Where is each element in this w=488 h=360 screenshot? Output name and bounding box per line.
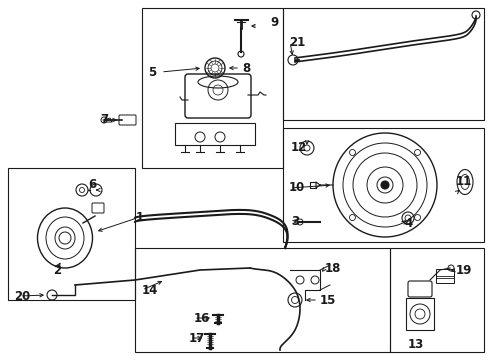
Text: 3: 3 <box>290 216 299 229</box>
Bar <box>135 248 389 352</box>
Text: 20: 20 <box>14 289 30 302</box>
Text: 4: 4 <box>403 217 411 230</box>
Text: 15: 15 <box>319 293 336 306</box>
Text: 7: 7 <box>100 113 108 126</box>
FancyBboxPatch shape <box>119 115 136 125</box>
Text: 11: 11 <box>455 175 471 189</box>
Text: 8: 8 <box>242 62 250 75</box>
Bar <box>435 269 453 283</box>
Bar <box>8 168 135 300</box>
Text: 10: 10 <box>288 181 305 194</box>
Text: 16: 16 <box>194 311 210 324</box>
Circle shape <box>380 181 388 189</box>
Text: 13: 13 <box>407 338 424 351</box>
Bar <box>142 8 283 168</box>
Text: 21: 21 <box>288 36 305 49</box>
Text: 9: 9 <box>269 15 278 28</box>
Text: 5: 5 <box>148 66 156 78</box>
Text: 17: 17 <box>189 332 205 345</box>
Text: 14: 14 <box>142 284 158 297</box>
Bar <box>405 298 433 330</box>
Bar <box>389 248 483 352</box>
Text: 6: 6 <box>88 179 96 192</box>
Text: 19: 19 <box>455 264 471 276</box>
Text: 12: 12 <box>290 141 306 154</box>
Circle shape <box>471 11 479 19</box>
Text: 18: 18 <box>325 261 341 274</box>
Bar <box>283 128 483 242</box>
Bar <box>175 123 254 145</box>
Text: 2: 2 <box>53 264 61 276</box>
Bar <box>283 8 483 120</box>
Text: 1: 1 <box>136 211 144 225</box>
